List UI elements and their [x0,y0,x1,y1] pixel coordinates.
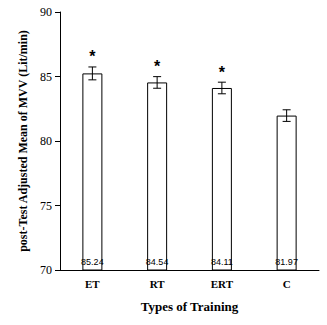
svg-text:C: C [283,278,291,290]
svg-text:70: 70 [40,263,52,277]
svg-text:Types of Training: Types of Training [141,299,239,314]
svg-text:*: * [154,58,161,75]
svg-text:80: 80 [40,134,52,148]
svg-text:85: 85 [40,70,52,84]
svg-text:*: * [89,48,96,65]
svg-text:75: 75 [40,199,52,213]
svg-text:post-Test Adjusted Mean of MVV: post-Test Adjusted Mean of MVV (Lit/min) [16,30,30,252]
svg-text:85.24: 85.24 [81,257,104,267]
svg-text:84.11: 84.11 [211,257,233,267]
svg-text:81.97: 81.97 [275,257,298,267]
svg-text:ET: ET [85,278,100,290]
svg-text:*: * [219,64,226,81]
svg-text:84.54: 84.54 [146,257,169,267]
svg-text:RT: RT [150,278,166,290]
svg-text:ERT: ERT [211,278,234,290]
svg-text:90: 90 [40,5,52,19]
